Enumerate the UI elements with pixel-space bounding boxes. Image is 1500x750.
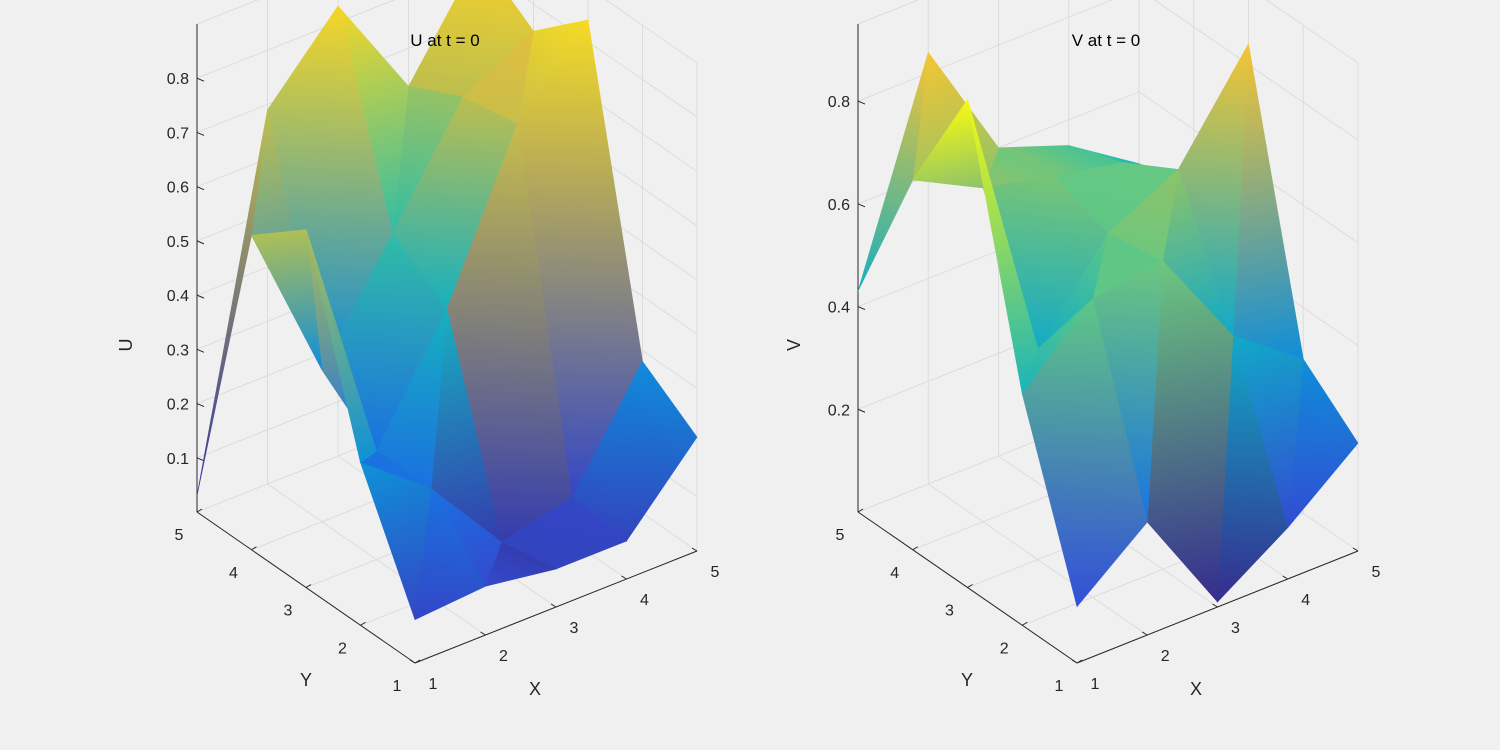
y-tick-label: 3	[284, 603, 293, 620]
wall-grid-line	[857, 0, 1359, 64]
x-tick-mark	[1141, 631, 1148, 636]
x-axis-label: X	[1190, 679, 1202, 699]
y-tick-label: 1	[1055, 678, 1064, 695]
x-tick-label: 1	[1091, 676, 1100, 693]
plot-area: 1 2 3 4 5 1 2 3 4 5 0.2 0.4 0.6 0.8	[828, 0, 1381, 695]
y-tick-label: 2	[338, 640, 347, 657]
z-axis-label: U	[116, 339, 136, 352]
x-tick-mark	[1352, 547, 1359, 552]
z-tick-mark	[857, 408, 866, 413]
y-axis-label: Y	[961, 670, 973, 690]
z-tick-label: 0.3	[167, 342, 189, 359]
z-axis-label: V	[784, 339, 804, 351]
y-tick-mark	[414, 659, 421, 664]
y-tick-mark	[251, 546, 257, 551]
surface-facet	[305, 229, 377, 464]
surface-mesh	[196, 0, 698, 621]
x-tick-label: 2	[499, 648, 508, 665]
surface-facet	[967, 99, 1039, 396]
z-tick-mark	[196, 186, 205, 191]
z-tick-mark	[857, 100, 866, 105]
z-tick-mark	[196, 348, 205, 353]
z-tick-label: 0.1	[167, 451, 189, 468]
z-tick-mark	[857, 203, 866, 208]
y-tick-label: 2	[1000, 640, 1009, 657]
y-tick-mark	[857, 508, 864, 513]
x-tick-label: 5	[1372, 564, 1381, 581]
surface-facet	[857, 52, 929, 292]
z-tick-label: 0.4	[167, 288, 189, 305]
y-tick-mark	[1076, 659, 1083, 664]
x-tick-mark	[1212, 603, 1218, 608]
x-tick-mark	[550, 603, 557, 608]
z-tick-label: 0.6	[167, 180, 189, 197]
z-tick-label: 0.7	[167, 125, 189, 142]
surface-mesh	[857, 43, 1359, 608]
y-tick-mark	[967, 584, 973, 588]
z-tick-mark	[196, 240, 205, 245]
x-tick-mark	[691, 547, 698, 552]
wall-grid-line	[196, 0, 698, 118]
y-tick-label: 4	[890, 565, 899, 582]
y-tick-label: 5	[836, 527, 845, 544]
y-tick-label: 5	[175, 527, 184, 544]
z-tick-label: 0.4	[828, 300, 850, 317]
z-tick-label: 0.2	[167, 397, 189, 414]
surface-plot-v[interactable]: 1 2 3 4 5 1 2 3 4 5 0.2 0.4 0.6 0.8 V at t = 0 V X Y	[784, 0, 1381, 699]
y-tick-mark	[912, 546, 919, 551]
y-tick-mark	[305, 584, 312, 588]
plot-area: 1 2 3 4 5 1 2 3 4 5 0.1 0.2 0.3 0.4 0.5 0.6 0.7 0.8	[167, 0, 720, 695]
x-tick-mark	[621, 575, 627, 580]
x-tick-label: 3	[1231, 620, 1240, 637]
z-tick-label: 0.6	[828, 197, 850, 214]
tick-labels: 1 2 3 4 5 1 2 3 4 5 0.2 0.4 0.6 0.8	[828, 94, 1381, 695]
surface-facet	[251, 229, 323, 371]
z-tick-mark	[857, 306, 866, 310]
x-tick-label: 5	[711, 564, 720, 581]
x-tick-label: 2	[1161, 648, 1170, 665]
z-tick-label: 0.2	[828, 402, 850, 419]
wall-grid-line	[857, 0, 1359, 141]
wall-grid-line	[196, 0, 698, 64]
z-tick-mark	[196, 131, 205, 136]
y-tick-mark	[360, 621, 366, 626]
x-tick-label: 1	[429, 676, 438, 693]
surface-facet	[1021, 298, 1093, 607]
z-tick-mark	[196, 77, 205, 82]
y-tick-mark	[196, 508, 203, 513]
y-tick-label: 4	[229, 565, 238, 582]
x-tick-label: 3	[570, 620, 579, 637]
z-tick-mark	[196, 403, 205, 408]
z-tick-label: 0.8	[167, 71, 189, 88]
y-tick-label: 3	[945, 603, 954, 620]
x-tick-mark	[409, 659, 416, 664]
plot-title: U at t = 0	[410, 31, 479, 50]
x-axis-label: X	[529, 679, 541, 699]
z-tick-mark	[196, 457, 205, 462]
y-axis-label: Y	[300, 670, 312, 690]
y-tick-mark	[1021, 621, 1028, 626]
surface-facet	[360, 462, 432, 620]
z-tick-mark	[196, 294, 205, 299]
surface-plot-u[interactable]: 1 2 3 4 5 1 2 3 4 5 0.1 0.2 0.3 0.4 0.5 0.6 0.7 0.8 U at …	[116, 0, 720, 699]
plot-title: V at t = 0	[1072, 31, 1141, 50]
x-tick-label: 4	[640, 592, 649, 609]
surface-facet	[912, 98, 984, 189]
x-tick-label: 4	[1301, 592, 1310, 609]
z-tick-label: 0.8	[828, 94, 850, 111]
surface-facet	[196, 109, 268, 496]
y-tick-label: 1	[393, 678, 402, 695]
tick-labels: 1 2 3 4 5 1 2 3 4 5 0.1 0.2 0.3 0.4 0.5 0.6 0.7 0.8	[167, 71, 720, 695]
x-tick-mark	[1282, 575, 1289, 580]
z-tick-label: 0.5	[167, 234, 189, 251]
x-tick-mark	[1071, 659, 1078, 664]
x-tick-mark	[480, 631, 486, 636]
